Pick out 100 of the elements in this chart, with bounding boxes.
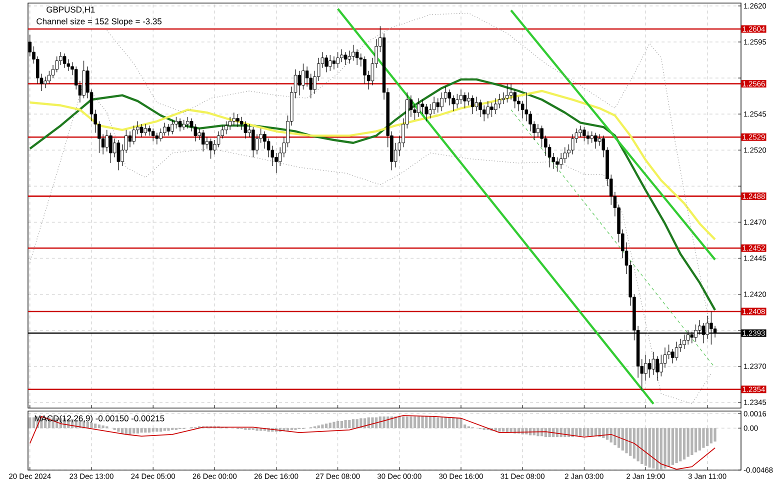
candlestick — [112, 138, 116, 158]
candlestick — [105, 130, 109, 152]
candlestick — [524, 92, 528, 122]
bar — [414, 416, 416, 428]
candlestick — [594, 132, 598, 149]
candlestick — [648, 358, 652, 378]
candlestick — [302, 63, 305, 90]
candlestick — [494, 98, 498, 114]
bar — [682, 428, 686, 460]
candlestick — [444, 86, 448, 103]
candlestick — [363, 56, 366, 84]
candlestick — [420, 99, 424, 114]
candlestick — [151, 128, 155, 142]
candlestick — [417, 98, 420, 118]
bar — [610, 428, 612, 442]
candlestick — [209, 138, 212, 160]
candlestick — [140, 124, 144, 138]
bar — [625, 428, 628, 454]
candlestick — [598, 134, 602, 146]
candlestick — [482, 105, 486, 122]
candlestick — [228, 116, 232, 130]
bar — [640, 428, 644, 464]
candlestick — [536, 124, 540, 138]
bar — [710, 428, 712, 444]
bar — [614, 428, 616, 446]
candlestick — [155, 132, 159, 145]
candlestick — [252, 126, 255, 158]
bar — [456, 418, 458, 428]
candlestick — [174, 116, 178, 129]
candlestick — [502, 92, 505, 104]
candlestick — [132, 125, 136, 145]
candlestick — [148, 125, 151, 136]
candlestick — [456, 94, 459, 109]
bar — [152, 428, 154, 432]
bar — [90, 422, 93, 428]
bar — [124, 428, 128, 434]
bar — [648, 428, 651, 468]
candlestick — [298, 70, 301, 96]
bar — [321, 424, 324, 428]
bar — [144, 428, 147, 433]
bar — [690, 428, 694, 455]
bar — [398, 416, 401, 428]
bar — [428, 416, 432, 428]
bar — [136, 428, 139, 434]
line-series — [28, 78, 716, 312]
candlestick — [652, 352, 656, 376]
candlestick — [478, 99, 482, 118]
bar — [382, 416, 386, 428]
bar — [618, 428, 620, 448]
bar — [32, 417, 36, 428]
bar — [344, 420, 347, 428]
bar — [675, 428, 678, 464]
bar — [336, 420, 340, 428]
bar — [425, 416, 428, 428]
bar — [167, 428, 170, 431]
candlestick — [324, 54, 328, 73]
candlestick — [467, 92, 470, 106]
candlestick — [540, 125, 544, 148]
text: Channel size = 152 Slope = -3.35 — [36, 18, 162, 26]
bar — [128, 428, 132, 434]
bar — [621, 428, 624, 450]
bar — [575, 428, 578, 436]
bar — [668, 428, 670, 467]
candlestick — [352, 44, 355, 61]
candlestick — [448, 89, 452, 106]
candlestick — [328, 54, 332, 72]
candlestick — [656, 356, 659, 381]
candlestick — [486, 100, 490, 119]
candlestick — [59, 52, 62, 66]
candlestick — [674, 341, 678, 361]
candlestick — [201, 130, 205, 152]
bar — [156, 428, 158, 432]
bar — [286, 428, 290, 431]
candlestick — [163, 122, 166, 136]
line-series — [28, 90, 716, 241]
candlestick — [436, 98, 440, 113]
candlestick — [344, 52, 348, 66]
bar — [632, 428, 636, 459]
candlestick — [432, 96, 436, 114]
bar — [256, 428, 258, 431]
candlestick — [355, 48, 359, 66]
bar — [460, 418, 462, 428]
candlestick — [198, 128, 201, 140]
candlestick — [144, 124, 148, 136]
bar — [421, 416, 424, 428]
bar — [686, 428, 690, 457]
bar — [94, 424, 97, 428]
bar — [698, 428, 701, 450]
candlestick — [463, 92, 466, 109]
candlestick — [590, 131, 594, 144]
bar — [444, 417, 447, 428]
bar — [440, 417, 444, 428]
bar — [502, 428, 505, 432]
bar — [544, 428, 547, 438]
bar — [402, 416, 405, 428]
bar — [98, 424, 101, 428]
candlestick — [178, 118, 182, 132]
bar — [332, 422, 336, 428]
bar — [636, 428, 640, 462]
candlestick — [582, 126, 586, 142]
